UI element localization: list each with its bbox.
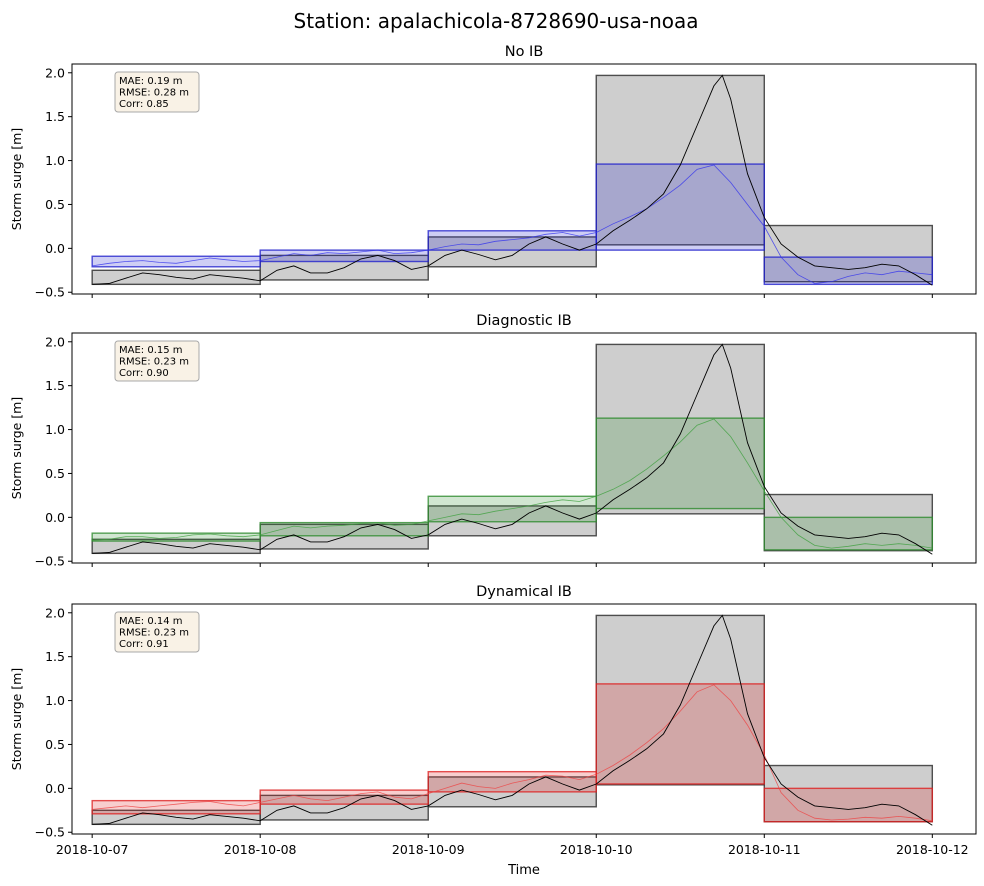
stats-box (114, 611, 200, 653)
model-series-line (92, 164, 933, 284)
stats-text: Corr: 0.90 (119, 368, 169, 379)
y-tick-label: 0.0 (45, 781, 65, 796)
y-tick-label: 1.5 (45, 109, 65, 124)
model-range-box (259, 521, 429, 537)
x-axis-label: Time (507, 863, 540, 878)
x-tick-label: 2018-10-10 (560, 842, 633, 857)
y-tick-label: 2.0 (45, 65, 65, 80)
model-range-box (427, 495, 597, 523)
stats-text: RMSE: 0.23 m (119, 357, 189, 368)
model-range-box (427, 770, 597, 793)
observed-range-box (763, 764, 934, 823)
observed-range-box (595, 343, 765, 515)
plot-frame (71, 63, 977, 295)
plot-area (91, 614, 934, 826)
y-tick-label: 2.0 (45, 334, 65, 349)
stats-text: Corr: 0.85 (119, 99, 169, 110)
y-tick-label: 1.0 (45, 693, 65, 708)
stats-text: MAE: 0.19 m (119, 76, 183, 87)
plot-area (91, 343, 934, 555)
stats-box (114, 340, 200, 382)
model-series-line (92, 418, 933, 549)
y-tick-label: −0.5 (35, 554, 65, 569)
panel-1: No IB −0.5 0.0 0.5 1.0 1.5 2.0 Storm surge [m] M… (9, 44, 977, 300)
plot-area (91, 74, 934, 286)
model-range-box (91, 799, 261, 815)
y-tick-label: 1.5 (45, 378, 65, 393)
model-range-box (259, 249, 429, 263)
model-range-box (595, 163, 765, 251)
x-tick-label: 2018-10-12 (896, 842, 969, 857)
y-tick-label: 0.5 (45, 737, 65, 752)
plot-frame (71, 332, 977, 564)
y-tick-label: 0.5 (45, 466, 65, 481)
observed-series-line (92, 74, 933, 286)
stats-text: RMSE: 0.23 m (119, 628, 189, 639)
observed-range-box (763, 493, 934, 552)
observed-series-line (92, 614, 933, 826)
stats-text: RMSE: 0.28 m (119, 88, 189, 99)
x-tick-label: 2018-10-08 (224, 842, 297, 857)
model-series-line (92, 684, 933, 822)
y-tick-label: 1.0 (45, 153, 65, 168)
model-range-box (91, 255, 261, 268)
panel-3: Dynamical IB −0.5 0.0 0.5 1.0 1.5 2.0 Storm sur… (9, 584, 977, 857)
plot-frame (71, 603, 977, 835)
panel-title: No IB (505, 44, 544, 60)
y-tick-label: −0.5 (35, 285, 65, 300)
model-range-box (763, 787, 934, 823)
observed-range-box (595, 74, 765, 246)
panel-2: Diagnostic IB −0.5 0.0 0.5 1.0 1.5 2.0 Storm su… (9, 313, 977, 569)
observed-range-box (595, 614, 765, 786)
y-axis-label: Storm surge [m] (9, 397, 24, 499)
y-tick-label: 0.0 (45, 510, 65, 525)
stats-text: MAE: 0.14 m (119, 616, 183, 627)
y-tick-label: 1.0 (45, 422, 65, 437)
x-tick-label: 2018-10-07 (56, 842, 129, 857)
y-tick-label: 0.0 (45, 241, 65, 256)
model-range-box (595, 683, 765, 785)
y-axis-label: Storm surge [m] (9, 128, 24, 230)
y-tick-label: 0.5 (45, 197, 65, 212)
observed-series-line (92, 343, 933, 555)
x-tick-label: 2018-10-11 (728, 842, 801, 857)
model-range-box (763, 516, 934, 551)
y-axis-label: Storm surge [m] (9, 668, 24, 770)
model-range-box (763, 256, 934, 286)
x-tick-label: 2018-10-09 (392, 842, 465, 857)
panel-title: Dynamical IB (476, 584, 572, 600)
stats-box (114, 71, 200, 113)
panel-title: Diagnostic IB (476, 313, 571, 329)
y-tick-label: −0.5 (35, 825, 65, 840)
stats-text: MAE: 0.15 m (119, 345, 183, 356)
observed-range-box (763, 224, 934, 283)
figure-title: Station: apalachicola-8728690-usa-noaa (294, 9, 699, 33)
y-tick-label: 1.5 (45, 649, 65, 664)
stats-text: Corr: 0.91 (119, 639, 169, 650)
y-tick-label: 2.0 (45, 605, 65, 620)
